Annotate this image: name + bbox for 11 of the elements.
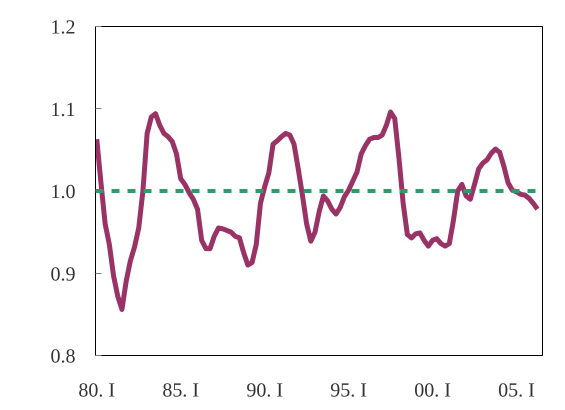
- x-tick-label: 90. I: [246, 380, 283, 402]
- y-tick-label: 1.1: [50, 98, 76, 121]
- x-tick-label: 85. I: [162, 380, 200, 402]
- x-tick-label: 95. I: [330, 380, 367, 402]
- x-tick-label: 80. I: [78, 380, 116, 402]
- x-tick-label: 00. I: [414, 380, 451, 402]
- x-tick-label: 05. I: [498, 380, 535, 402]
- y-tick-label: 0.8: [50, 346, 76, 368]
- y-tick-label: 1.0: [50, 181, 76, 203]
- y-tick-label: 0.9: [50, 263, 76, 286]
- y-tick-label: 1.2: [50, 16, 76, 38]
